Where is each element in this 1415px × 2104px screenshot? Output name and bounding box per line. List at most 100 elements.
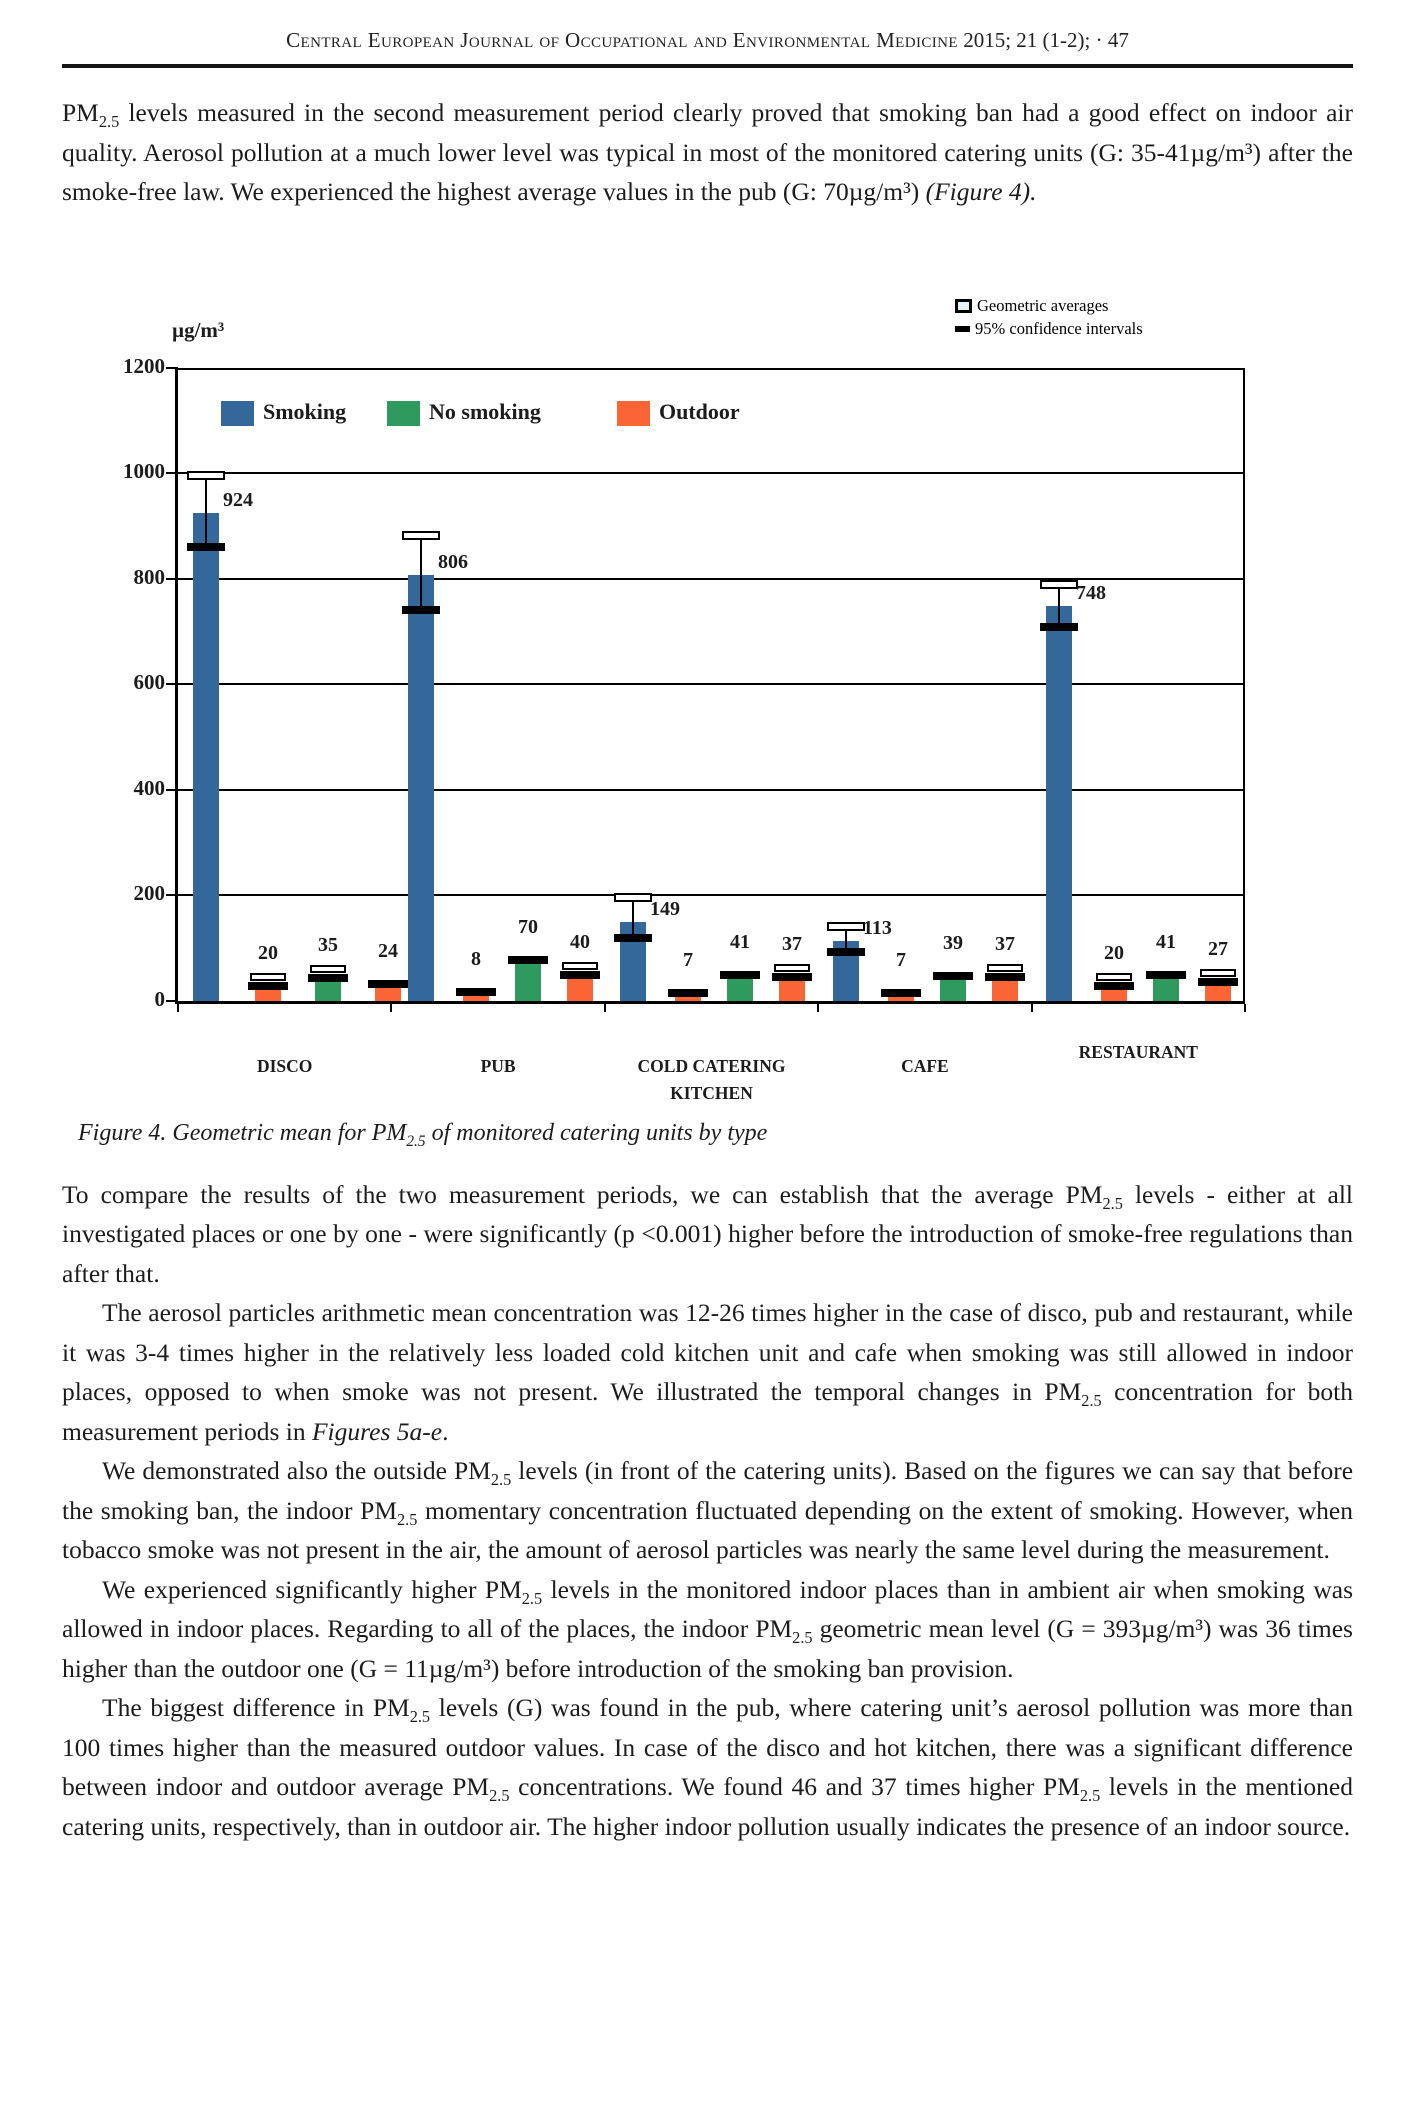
bar-value-label: 40 <box>570 931 590 954</box>
ci-cap <box>933 971 973 980</box>
marker-legend-item: 95% confidence intervals <box>955 319 1143 339</box>
paragraph-4: We demonstrated also the outside PM2.5 l… <box>62 1456 1354 1565</box>
geometric-average-marker <box>402 531 440 541</box>
y-tick <box>166 472 178 475</box>
bar-value-label: 924 <box>223 489 253 512</box>
ci-line <box>420 536 422 611</box>
y-tick-label: 400 <box>133 775 166 800</box>
y-tick <box>166 999 178 1002</box>
y-tick <box>166 894 178 897</box>
x-tick <box>177 1003 179 1012</box>
bar-outdoor <box>463 996 489 1001</box>
y-tick <box>166 366 178 369</box>
geometric-average-marker <box>614 892 652 902</box>
paragraph-3: The aerosol particles arithmetic mean co… <box>62 1298 1353 1446</box>
bar-value-label: 20 <box>258 941 278 964</box>
ci-cap <box>668 988 708 997</box>
geometric-average-marker <box>187 470 225 480</box>
y-tick-label: 0 <box>154 986 166 1011</box>
figure4-chart: Geometric averages 95% confidence interva… <box>62 218 1353 1103</box>
marker-legend-item: Geometric averages <box>955 296 1143 316</box>
bar-outdoor <box>675 996 701 1001</box>
geometric-average-marker <box>250 972 286 981</box>
x-tick <box>390 1003 393 1012</box>
bar-no-smoking <box>1153 978 1179 1001</box>
bar-no-smoking <box>515 963 541 1001</box>
ci-cap <box>772 973 812 982</box>
journal-header: Central European Journal of Occupational… <box>62 28 1353 53</box>
ci-cap <box>1146 970 1186 979</box>
bar-value-label: 70 <box>518 915 538 938</box>
geometric-average-marker <box>827 921 865 931</box>
legend-swatch-outdoor <box>617 400 650 426</box>
geometric-average-marker <box>987 964 1023 973</box>
bar-outdoor <box>567 979 593 1001</box>
bar-value-label: 806 <box>438 551 468 574</box>
confidence-interval-icon <box>955 325 970 332</box>
marker-legend: Geometric averages 95% confidence interva… <box>955 296 1143 342</box>
ci-line <box>632 897 634 939</box>
ci-cap <box>720 970 760 979</box>
bar-outdoor <box>255 989 281 1001</box>
ci-cap <box>456 988 496 997</box>
x-axis-label: PUB <box>480 1055 516 1076</box>
bar-value-label: 20 <box>1104 941 1124 964</box>
paragraph-5: We experienced significantly higher PM2.… <box>62 1574 1353 1683</box>
bar-value-label: 7 <box>896 948 906 971</box>
x-axis-label: DISCO <box>256 1055 313 1076</box>
y-tick-label: 600 <box>133 670 166 695</box>
ci-line <box>845 926 847 952</box>
ci-lower-cap <box>1040 623 1078 632</box>
x-axis-label: COLD CATERING KITCHEN <box>637 1055 786 1103</box>
legend-label: Outdoor <box>659 398 740 424</box>
ci-lower-cap <box>827 948 865 957</box>
ci-lower-cap <box>187 542 225 551</box>
geometric-average-marker <box>562 962 598 971</box>
paragraph-2: To compare the results of the two measur… <box>62 1179 1353 1288</box>
geometric-average-marker <box>1096 972 1132 981</box>
bar-no-smoking <box>315 982 341 1001</box>
x-axis-line <box>175 1000 1245 1004</box>
y-tick <box>166 788 178 791</box>
x-tick <box>1030 1003 1033 1012</box>
bar-value-label: 41 <box>1156 930 1176 953</box>
ci-cap <box>1094 981 1134 990</box>
y-axis-title: µg/m³ <box>172 317 225 342</box>
bar-value-label: 41 <box>730 930 750 953</box>
ci-lower-cap <box>402 606 440 615</box>
ci-cap <box>881 988 921 997</box>
gridline <box>178 472 1245 475</box>
gridline <box>178 577 1245 580</box>
legend-label: Smoking <box>263 398 347 424</box>
bar-value-label: 35 <box>318 934 338 957</box>
ci-line <box>205 475 207 547</box>
ci-cap <box>248 981 288 990</box>
ci-cap <box>560 971 600 980</box>
paragraph-1: PM2.5 levels measured in the second meas… <box>62 98 1353 207</box>
legend-label: No smoking <box>429 398 541 424</box>
geometric-average-marker <box>774 964 810 973</box>
bar-outdoor <box>888 996 914 1001</box>
ci-line <box>1058 585 1060 628</box>
x-tick <box>603 1003 606 1012</box>
bar-value-label: 8 <box>471 948 481 971</box>
bar-value-label: 149 <box>650 897 680 920</box>
gridline <box>178 683 1245 686</box>
ci-cap <box>985 973 1025 982</box>
bar-smoking <box>193 513 219 1001</box>
geometric-average-marker <box>1200 969 1236 978</box>
bar-value-label: 113 <box>863 916 892 939</box>
bar-value-label: 24 <box>378 939 398 962</box>
bar-value-label: 37 <box>995 933 1015 956</box>
y-axis-line <box>175 367 178 1003</box>
ci-cap <box>1198 978 1238 987</box>
bar-value-label: 39 <box>943 931 963 954</box>
geometric-average-icon <box>955 298 972 313</box>
geometric-average-marker <box>1040 580 1078 590</box>
bar-outdoor <box>1101 989 1127 1001</box>
bar-outdoor <box>992 981 1018 1001</box>
y-tick-label: 200 <box>133 881 166 906</box>
bar-value-label: 7 <box>683 948 693 971</box>
gridline <box>178 788 1245 791</box>
gridline <box>178 894 1245 897</box>
